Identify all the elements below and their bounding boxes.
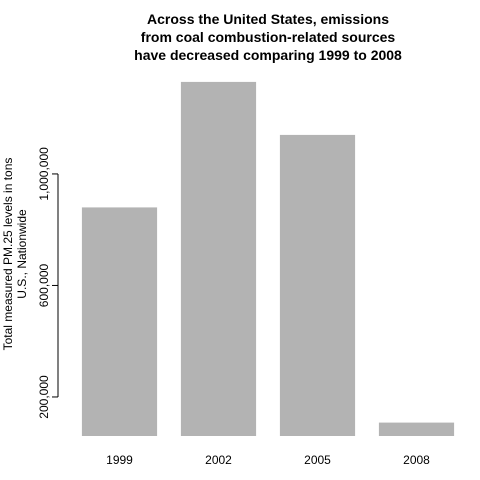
title-line-2: from coal combustion-related sources	[141, 29, 396, 45]
title-line-1: Across the United States, emissions	[147, 11, 389, 27]
y-tick-label-2: 1,000,000	[37, 147, 51, 201]
bar-2008	[378, 422, 455, 436]
x-tick-label-2008: 2008	[403, 453, 430, 467]
x-tick-label-2005: 2005	[304, 453, 331, 467]
bar-2005	[279, 134, 356, 436]
title-line-3: have decreased comparing 1999 to 2008	[134, 47, 402, 63]
y-axis: 200,000 600,000 1,000,000	[37, 147, 59, 419]
y-axis-label-line-1: Total measured PM.25 levels in tons	[1, 158, 15, 351]
x-axis-labels: 1999 2002 2005 2008	[106, 453, 430, 467]
x-tick-label-2002: 2002	[205, 453, 232, 467]
bar-1999	[81, 207, 158, 436]
x-tick-label-1999: 1999	[106, 453, 133, 467]
bars	[81, 81, 455, 437]
bar-2002	[180, 81, 257, 437]
y-axis-title: Total measured PM.25 levels in tons U.S.…	[1, 158, 29, 351]
y-tick-label-1: 600,000	[37, 263, 51, 307]
y-axis-label-line-2: U.S., Nationwide	[15, 209, 29, 299]
chart-title: Across the United States, emissions from…	[134, 11, 402, 63]
y-tick-label-0: 200,000	[37, 375, 51, 419]
